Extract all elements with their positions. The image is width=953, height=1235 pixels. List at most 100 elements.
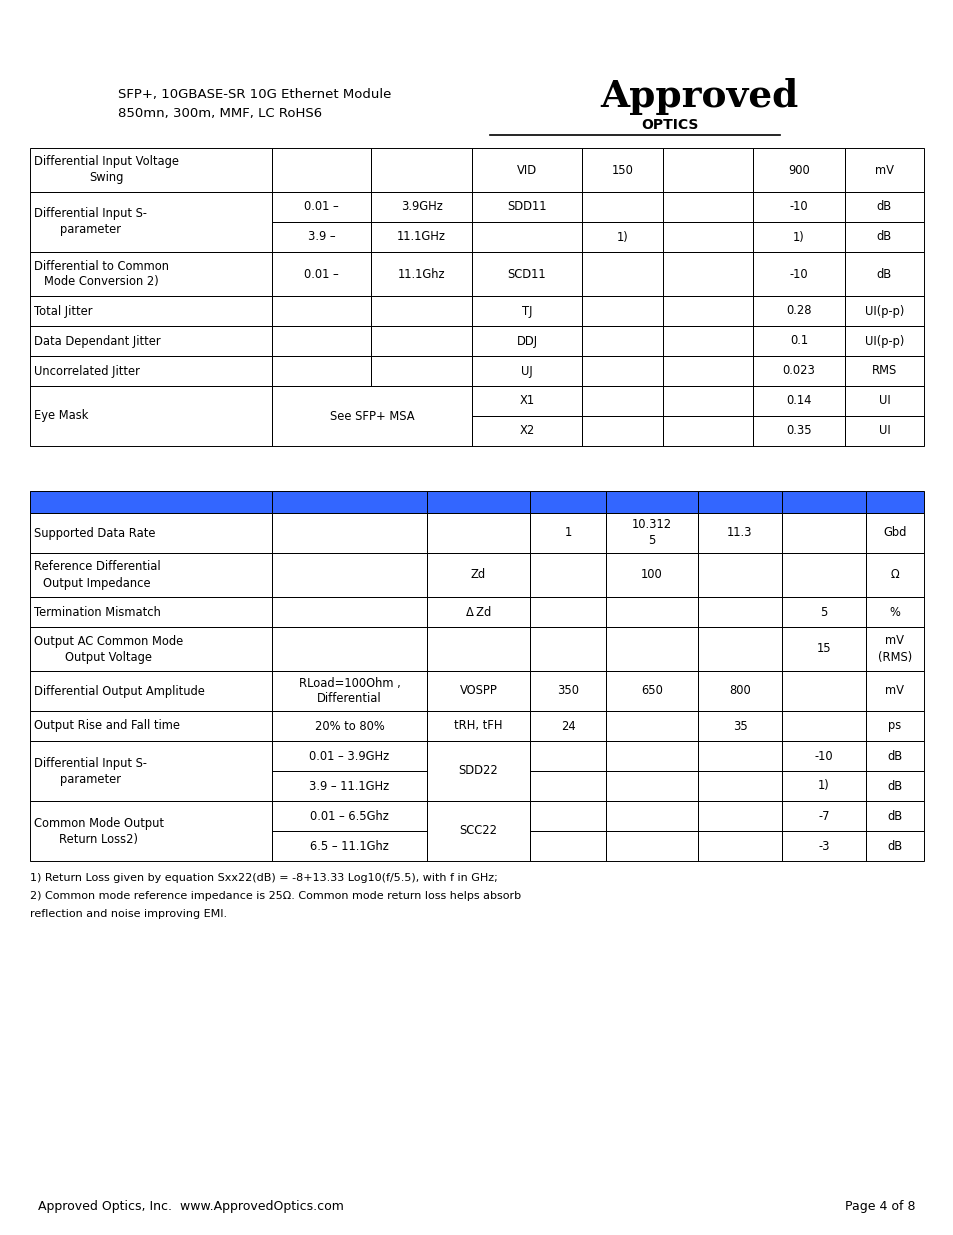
Text: 900: 900	[787, 163, 809, 177]
Bar	[662, 148, 752, 191]
Text: 0.28: 0.28	[785, 305, 811, 317]
Bar	[781, 597, 865, 627]
Bar	[272, 252, 371, 296]
Text: Common Mode Output
Return Loss2): Common Mode Output Return Loss2)	[34, 816, 164, 846]
Text: mV
(RMS): mV (RMS)	[877, 635, 911, 663]
Text: TJ: TJ	[521, 305, 532, 317]
Text: Termination Mismatch: Termination Mismatch	[34, 605, 161, 619]
Text: dB: dB	[876, 200, 891, 214]
Text: Differential to Common
Mode Conversion 2): Differential to Common Mode Conversion 2…	[34, 259, 169, 289]
Text: 15: 15	[816, 642, 830, 656]
Text: 800: 800	[728, 684, 750, 698]
Bar	[605, 492, 698, 513]
Text: UI: UI	[878, 425, 889, 437]
Bar	[781, 627, 865, 671]
Bar	[530, 627, 605, 671]
Bar	[272, 387, 472, 446]
Bar	[781, 711, 865, 741]
Bar	[530, 492, 605, 513]
Text: 5: 5	[820, 605, 827, 619]
Text: Output AC Common Mode
Output Voltage: Output AC Common Mode Output Voltage	[34, 635, 183, 663]
Text: 20% to 80%: 20% to 80%	[314, 720, 384, 732]
Bar	[530, 597, 605, 627]
Bar	[605, 711, 698, 741]
Text: Differential Input S-
parameter: Differential Input S- parameter	[34, 757, 147, 785]
Text: VID: VID	[517, 163, 537, 177]
Bar	[698, 671, 781, 711]
Text: dB: dB	[886, 809, 902, 823]
Bar	[605, 492, 698, 513]
Bar	[472, 387, 581, 416]
Text: See SFP+ MSA: See SFP+ MSA	[330, 410, 414, 422]
Bar	[581, 387, 662, 416]
Text: 0.01 –: 0.01 –	[304, 268, 338, 280]
Text: 1): 1)	[818, 779, 829, 793]
Bar	[781, 741, 865, 771]
Text: -10: -10	[789, 268, 807, 280]
Bar	[30, 492, 272, 513]
Text: Output Rise and Fall time: Output Rise and Fall time	[34, 720, 180, 732]
Bar	[752, 191, 844, 222]
Bar	[530, 711, 605, 741]
Bar	[371, 356, 472, 387]
Text: 24: 24	[560, 720, 575, 732]
Bar	[472, 191, 581, 222]
Bar	[581, 416, 662, 446]
Bar	[30, 296, 272, 326]
Bar	[752, 148, 844, 191]
Bar	[581, 222, 662, 252]
Bar	[581, 148, 662, 191]
Bar	[844, 326, 923, 356]
Text: tRH, tFH: tRH, tFH	[454, 720, 502, 732]
Bar	[472, 252, 581, 296]
Text: mV: mV	[884, 684, 903, 698]
Text: 11.1Ghz: 11.1Ghz	[397, 268, 445, 280]
Text: 2) Common mode reference impedance is 25Ω. Common mode return loss helps absorb: 2) Common mode reference impedance is 25…	[30, 890, 520, 902]
Text: Approved: Approved	[599, 78, 798, 115]
Bar	[698, 597, 781, 627]
Bar	[272, 802, 427, 831]
Text: mV: mV	[874, 163, 893, 177]
Bar	[605, 831, 698, 861]
Bar	[605, 741, 698, 771]
Bar	[427, 711, 530, 741]
Bar	[272, 513, 427, 553]
Bar	[662, 326, 752, 356]
Bar	[272, 222, 371, 252]
Bar	[698, 771, 781, 802]
Bar	[865, 492, 923, 513]
Text: 3.9 – 11.1GHz: 3.9 – 11.1GHz	[309, 779, 389, 793]
Bar	[605, 553, 698, 597]
Text: reflection and noise improving EMI.: reflection and noise improving EMI.	[30, 909, 227, 919]
Bar	[752, 387, 844, 416]
Bar	[371, 148, 472, 191]
Text: 3.9 –: 3.9 –	[308, 231, 335, 243]
Bar	[30, 252, 272, 296]
Bar	[30, 671, 272, 711]
Bar	[472, 416, 581, 446]
Bar	[752, 326, 844, 356]
Text: Page 4 of 8: Page 4 of 8	[844, 1200, 915, 1213]
Bar	[272, 741, 427, 771]
Bar	[427, 741, 530, 802]
Bar	[272, 326, 371, 356]
Bar	[698, 492, 781, 513]
Text: 0.01 –: 0.01 –	[304, 200, 338, 214]
Bar	[865, 597, 923, 627]
Text: Eye Mask: Eye Mask	[34, 410, 89, 422]
Bar	[844, 387, 923, 416]
Text: 850mn, 300m, MMF, LC RoHS6: 850mn, 300m, MMF, LC RoHS6	[118, 107, 322, 120]
Text: 100: 100	[640, 568, 662, 582]
Text: UI: UI	[878, 394, 889, 408]
Bar	[530, 741, 605, 771]
Bar	[662, 252, 752, 296]
Bar	[865, 741, 923, 771]
Text: RLoad=100Ohm ,
Differential: RLoad=100Ohm , Differential	[298, 677, 400, 705]
Text: -10: -10	[789, 200, 807, 214]
Text: VOSPP: VOSPP	[459, 684, 497, 698]
Bar	[30, 492, 272, 513]
Bar	[605, 771, 698, 802]
Bar	[752, 296, 844, 326]
Text: UI(p-p): UI(p-p)	[864, 335, 903, 347]
Text: Supported Data Rate: Supported Data Rate	[34, 526, 155, 540]
